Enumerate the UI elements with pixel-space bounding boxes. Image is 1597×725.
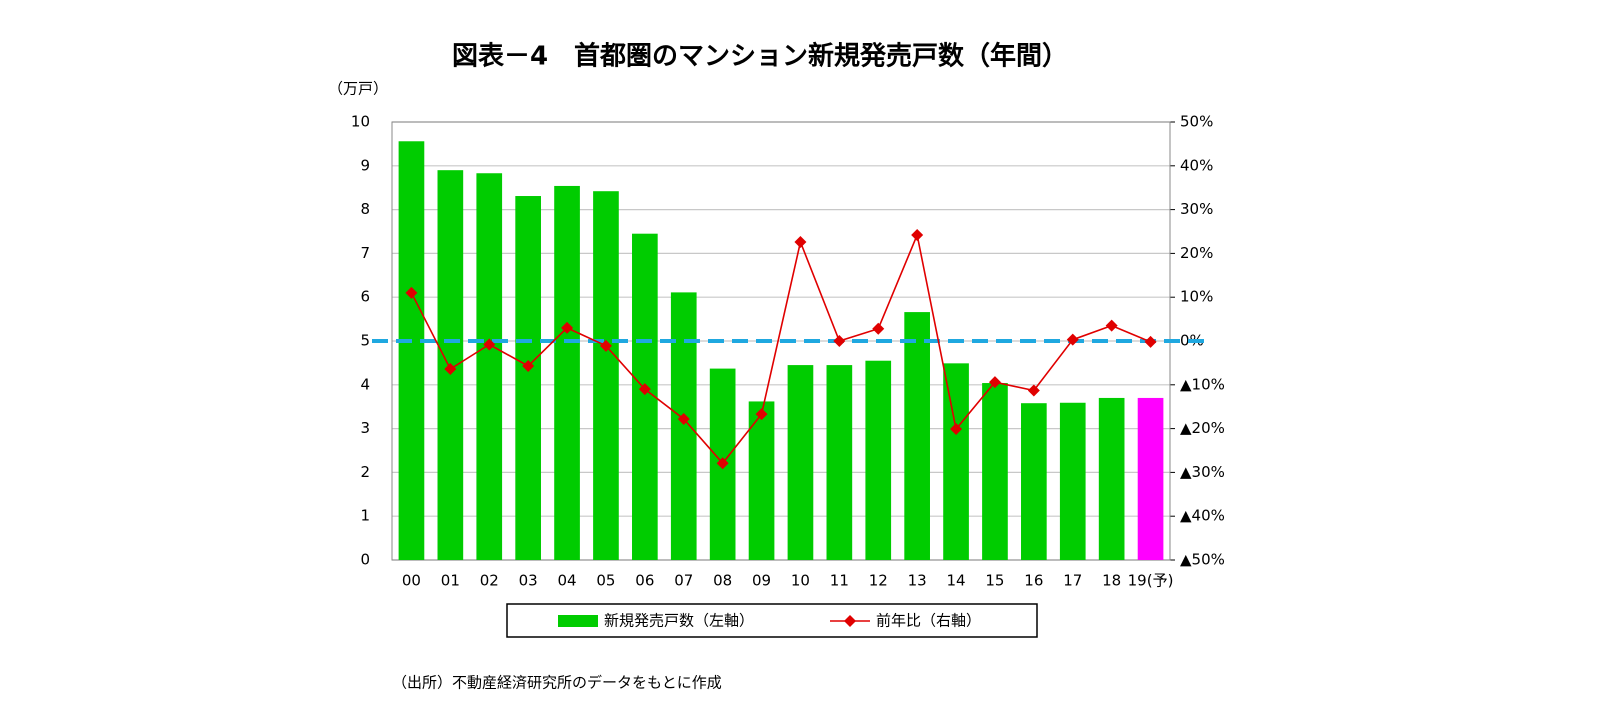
bar bbox=[398, 141, 425, 560]
y-tick-label: 4 bbox=[360, 375, 370, 393]
x-tick-label: 05 bbox=[596, 572, 615, 590]
bar bbox=[670, 292, 697, 560]
legend-marker bbox=[844, 615, 856, 627]
x-tick-label: 15 bbox=[985, 572, 1004, 590]
line-marker bbox=[755, 408, 768, 421]
source-note: （出所）不動産経済研究所のデータをもとに作成 bbox=[392, 674, 722, 692]
bar bbox=[1098, 397, 1125, 560]
line-marker bbox=[950, 423, 963, 436]
y-tick-label: 1 bbox=[360, 507, 370, 525]
x-tick-label: 10 bbox=[791, 572, 810, 590]
x-tick-label: 18 bbox=[1102, 572, 1121, 590]
y2-tick-label: 30% bbox=[1180, 200, 1213, 218]
line-marker bbox=[911, 229, 924, 242]
x-tick-label: 11 bbox=[830, 572, 849, 590]
line-marker bbox=[522, 359, 535, 372]
line-marker bbox=[599, 339, 612, 352]
bar bbox=[982, 383, 1008, 560]
y-tick-label: 10 bbox=[351, 113, 370, 131]
y-tick-label: 6 bbox=[360, 288, 370, 306]
line-marker bbox=[405, 286, 418, 299]
y2-tick-label: 50% bbox=[1180, 113, 1213, 131]
y2-tick-label: 10% bbox=[1180, 288, 1213, 306]
line-marker bbox=[677, 412, 690, 425]
y2-tick-label: 40% bbox=[1180, 156, 1213, 174]
x-tick-label: 07 bbox=[674, 572, 693, 590]
y2-tick-label: ▲30% bbox=[1180, 463, 1225, 481]
bar bbox=[865, 360, 892, 560]
y-tick-label: 0 bbox=[360, 551, 370, 569]
x-tick-label: 19(予) bbox=[1128, 572, 1174, 590]
y-tick-label: 2 bbox=[360, 463, 370, 481]
legend-label: 前年比（右軸） bbox=[876, 612, 981, 630]
line-marker bbox=[988, 376, 1001, 389]
y-tick-label: 3 bbox=[360, 419, 370, 437]
y2-tick-label: 20% bbox=[1180, 244, 1213, 262]
bar bbox=[632, 233, 658, 560]
y2-tick-label: ▲40% bbox=[1180, 507, 1225, 525]
chart-title: 図表－4 首都圏のマンション新規発売戸数（年間） bbox=[452, 41, 1068, 72]
x-tick-label: 14 bbox=[947, 572, 966, 590]
line-marker bbox=[1144, 335, 1157, 348]
bar bbox=[554, 185, 580, 560]
y-axis-label: （万戸） bbox=[328, 80, 388, 98]
bar bbox=[904, 312, 930, 560]
bar bbox=[1021, 403, 1047, 560]
x-tick-label: 03 bbox=[519, 572, 538, 590]
legend-swatch bbox=[558, 615, 598, 627]
line-marker bbox=[872, 322, 885, 335]
y2-tick-label: ▲10% bbox=[1180, 375, 1225, 393]
bar bbox=[826, 365, 853, 560]
line-marker bbox=[1105, 319, 1118, 332]
bar bbox=[476, 173, 503, 560]
line-marker bbox=[561, 321, 574, 334]
bar bbox=[943, 363, 969, 560]
x-tick-label: 13 bbox=[908, 572, 927, 590]
x-tick-label: 12 bbox=[869, 572, 888, 590]
legend-box bbox=[506, 603, 1038, 638]
y-tick-label: 8 bbox=[360, 200, 370, 218]
bar bbox=[593, 191, 619, 561]
legend-label: 新規発売戸数（左軸） bbox=[604, 612, 754, 630]
line-marker bbox=[794, 236, 807, 249]
line bbox=[410, 232, 1151, 465]
bar bbox=[748, 401, 775, 560]
bar bbox=[1059, 402, 1086, 560]
line-marker bbox=[483, 338, 496, 351]
bar bbox=[1137, 397, 1164, 560]
y-tick-label: 5 bbox=[360, 332, 370, 350]
x-tick-label: 16 bbox=[1024, 572, 1043, 590]
line-marker bbox=[716, 457, 729, 470]
line-marker bbox=[444, 363, 457, 376]
y-tick-label: 7 bbox=[360, 244, 370, 262]
line-marker bbox=[1027, 384, 1040, 397]
y-tick-label: 9 bbox=[360, 156, 370, 174]
line-marker bbox=[833, 335, 846, 347]
x-tick-label: 09 bbox=[752, 572, 771, 590]
x-tick-label: 01 bbox=[441, 572, 460, 590]
line-marker bbox=[638, 383, 651, 396]
y2-tick-label: ▲50% bbox=[1180, 551, 1225, 569]
x-tick-label: 00 bbox=[402, 572, 421, 590]
bar bbox=[515, 196, 541, 560]
x-tick-label: 04 bbox=[558, 572, 577, 590]
x-tick-label: 06 bbox=[635, 572, 654, 590]
x-tick-label: 17 bbox=[1063, 572, 1082, 590]
x-tick-label: 02 bbox=[480, 572, 499, 590]
y2-tick-label: ▲20% bbox=[1180, 419, 1225, 437]
line-marker bbox=[1066, 333, 1079, 346]
bar bbox=[787, 365, 814, 560]
x-tick-label: 08 bbox=[713, 572, 732, 590]
